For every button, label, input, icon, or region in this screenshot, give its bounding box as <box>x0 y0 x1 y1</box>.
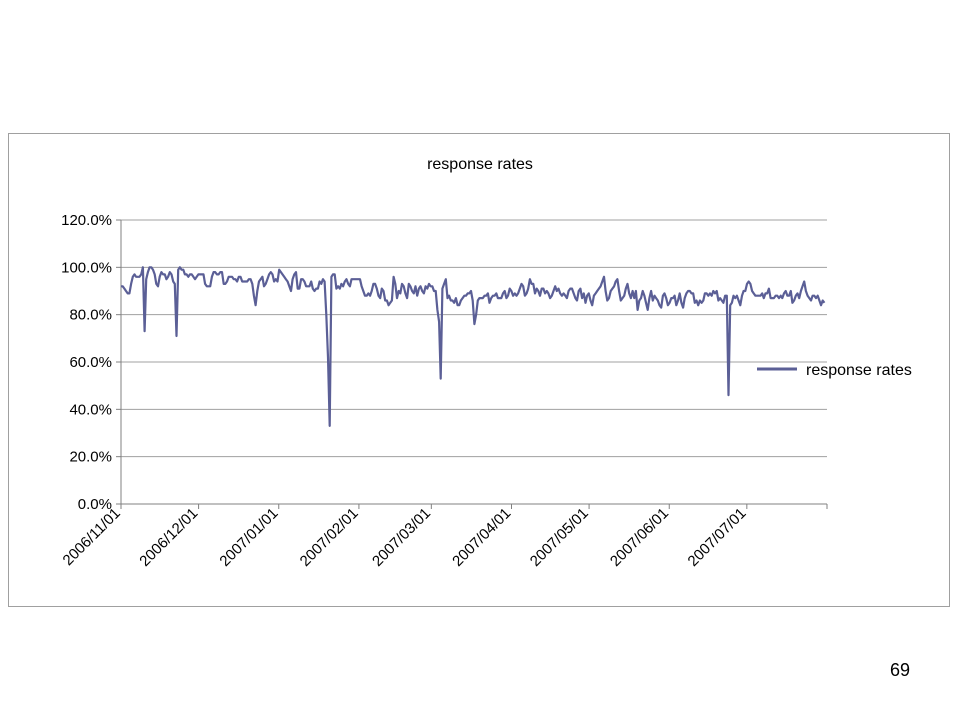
x-tick-label: 2007/06/01 <box>607 505 672 570</box>
y-tick-label: 100.0% <box>61 259 112 276</box>
x-tick-label: 2006/11/01 <box>60 505 124 569</box>
y-tick-label: 60.0% <box>69 354 112 371</box>
y-axis-tick-labels: 0.0% 20.0% 40.0% 60.0% 80.0% 100.0% 120.0% <box>61 212 112 513</box>
y-tick-label: 0.0% <box>78 496 112 513</box>
chart-title: response rates <box>427 156 533 173</box>
y-tick-label: 120.0% <box>61 212 112 229</box>
legend: response rates <box>757 362 912 379</box>
legend-label: response rates <box>806 362 912 379</box>
x-tick-label: 2007/03/01 <box>369 505 434 570</box>
series-line-response-rates <box>121 266 826 427</box>
y-tick-label: 40.0% <box>69 401 112 418</box>
x-tick-label: 2006/12/01 <box>136 505 201 570</box>
chart-frame: response rates 0.0% 20.0% 40.0% 60.0% 80.0% 1… <box>8 133 950 607</box>
x-tick-label: 2007/02/01 <box>297 505 362 570</box>
gridlines <box>116 219 827 505</box>
response-rates-chart: response rates 0.0% 20.0% 40.0% 60.0% 80.0% 1… <box>60 156 912 570</box>
axes <box>120 220 828 509</box>
y-tick-label: 80.0% <box>69 307 112 324</box>
page-number: 69 <box>889 660 910 680</box>
x-tick-label: 2007/05/01 <box>527 505 592 570</box>
x-axis-tick-labels: 2006/11/01 2006/12/01 2007/01/01 2007/02/01… <box>60 505 750 570</box>
series-layer <box>121 266 826 427</box>
y-tick-label: 20.0% <box>69 449 112 466</box>
x-tick-label: 2007/01/01 <box>216 505 281 570</box>
x-tick-label: 2007/07/01 <box>685 505 750 570</box>
x-tick-label: 2007/04/01 <box>449 505 514 570</box>
